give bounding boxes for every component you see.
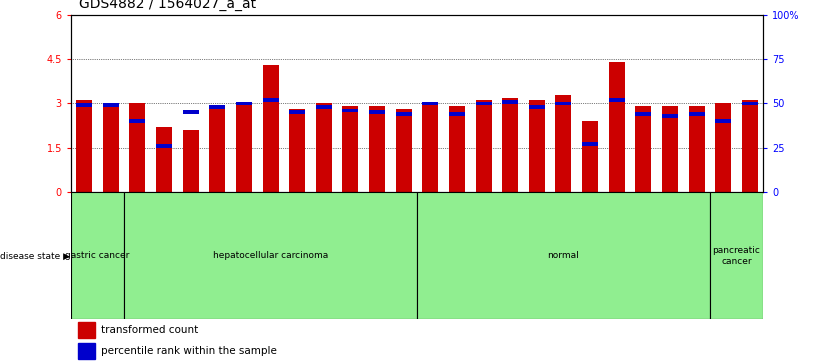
FancyBboxPatch shape (417, 192, 710, 319)
Bar (76, 103, 93, 107)
Text: GSM1200296: GSM1200296 (213, 196, 222, 250)
Text: GSM1200300: GSM1200300 (319, 196, 329, 249)
Bar (103, 103, 118, 192)
Bar (289, 110, 305, 114)
Text: GSM1200309: GSM1200309 (559, 196, 568, 249)
FancyBboxPatch shape (124, 192, 417, 319)
Text: GSM1200303: GSM1200303 (399, 196, 408, 249)
Text: GSM1200298: GSM1200298 (266, 196, 275, 250)
Bar (156, 127, 172, 192)
Bar (662, 114, 678, 118)
Text: GSM1200294: GSM1200294 (159, 196, 168, 250)
Text: GSM1200293: GSM1200293 (133, 196, 142, 250)
Bar (529, 105, 545, 109)
Bar (449, 112, 465, 116)
Text: normal: normal (548, 252, 580, 260)
Bar (422, 102, 439, 105)
Text: pancreatic
cancer: pancreatic cancer (712, 246, 761, 266)
Bar (343, 106, 359, 192)
Bar (263, 65, 279, 192)
Text: GSM1200312: GSM1200312 (639, 196, 648, 249)
Bar (103, 103, 118, 107)
Bar (263, 98, 279, 102)
Bar (502, 98, 518, 192)
Bar (741, 101, 758, 192)
Bar (475, 101, 491, 192)
Text: percentile rank within the sample: percentile rank within the sample (101, 346, 277, 356)
FancyBboxPatch shape (71, 192, 124, 319)
Text: GDS4882 / 1564027_a_at: GDS4882 / 1564027_a_at (79, 0, 256, 11)
Bar (76, 101, 93, 192)
Bar (449, 106, 465, 192)
Bar (529, 101, 545, 192)
Bar (78, 322, 95, 338)
Text: GSM1200308: GSM1200308 (532, 196, 541, 249)
Bar (662, 106, 678, 192)
Bar (422, 103, 439, 192)
Bar (395, 112, 412, 116)
Bar (343, 109, 359, 113)
Bar (555, 102, 571, 105)
Text: GSM1200297: GSM1200297 (239, 196, 249, 250)
Bar (582, 142, 598, 146)
Bar (741, 102, 758, 105)
Bar (475, 102, 491, 105)
Text: GSM1200301: GSM1200301 (346, 196, 355, 249)
Text: GSM1200302: GSM1200302 (373, 196, 382, 249)
Text: GSM1200305: GSM1200305 (452, 196, 461, 249)
Text: GSM1200292: GSM1200292 (106, 196, 115, 250)
Bar (716, 119, 731, 123)
Bar (316, 105, 332, 109)
Bar (636, 112, 651, 116)
Text: GSM1200299: GSM1200299 (293, 196, 302, 250)
Bar (129, 103, 145, 192)
Bar (289, 109, 305, 192)
Bar (78, 343, 95, 359)
Bar (156, 144, 172, 148)
FancyBboxPatch shape (710, 192, 763, 319)
Text: disease state ▶: disease state ▶ (0, 252, 70, 260)
Text: GSM1200291: GSM1200291 (80, 196, 88, 250)
Text: GSM1200307: GSM1200307 (505, 196, 515, 249)
Text: GSM1200313: GSM1200313 (666, 196, 675, 249)
Bar (369, 110, 385, 114)
Text: gastric cancer: gastric cancer (65, 252, 130, 260)
Bar (636, 106, 651, 192)
Bar (369, 106, 385, 192)
Bar (555, 95, 571, 192)
Bar (183, 110, 198, 114)
Text: GSM1200304: GSM1200304 (426, 196, 435, 249)
Text: GSM1200306: GSM1200306 (479, 196, 488, 249)
Bar (183, 130, 198, 192)
Bar (689, 106, 705, 192)
Text: transformed count: transformed count (101, 325, 198, 335)
Bar (316, 103, 332, 192)
Bar (609, 98, 625, 102)
Bar (129, 119, 145, 123)
Bar (582, 121, 598, 192)
Bar (209, 106, 225, 192)
Text: GSM1200314: GSM1200314 (692, 196, 701, 249)
Bar (716, 103, 731, 192)
Bar (236, 103, 252, 192)
Bar (502, 100, 518, 103)
Bar (395, 109, 412, 192)
Text: GSM1200310: GSM1200310 (585, 196, 595, 249)
Text: GSM1200315: GSM1200315 (719, 196, 728, 249)
Bar (209, 105, 225, 109)
Text: GSM1200316: GSM1200316 (746, 196, 754, 249)
Bar (236, 102, 252, 105)
Bar (609, 62, 625, 192)
Text: hepatocellular carcinoma: hepatocellular carcinoma (213, 252, 329, 260)
Text: GSM1200311: GSM1200311 (612, 196, 621, 249)
Text: GSM1200295: GSM1200295 (186, 196, 195, 250)
Bar (689, 112, 705, 116)
